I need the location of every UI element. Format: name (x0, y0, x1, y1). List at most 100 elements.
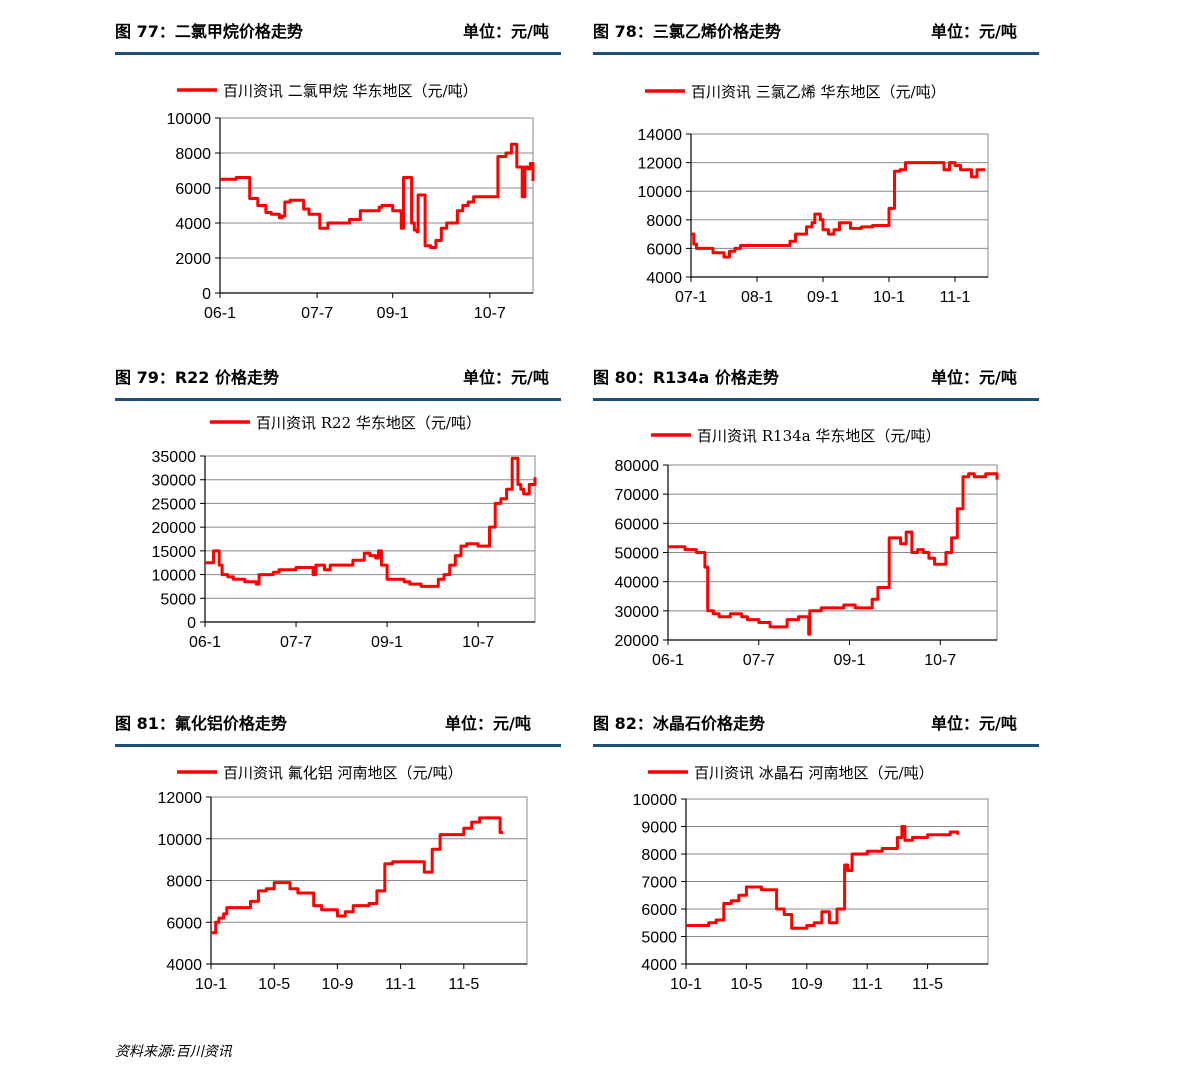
x-tick-label: 09-1 (377, 305, 409, 322)
header-rule (593, 398, 1039, 401)
y-tick-label: 10000 (633, 792, 678, 809)
y-tick-label: 35000 (152, 449, 197, 466)
x-tick-label: 07-7 (280, 634, 312, 651)
panel-title: 图 79：R22 价格走势 (115, 368, 279, 387)
y-tick-label: 6000 (175, 181, 211, 198)
panel-unit: 单位：元/吨 (463, 368, 549, 387)
y-tick-label: 0 (187, 615, 196, 632)
panel-unit: 单位：元/吨 (463, 22, 549, 41)
panel-header: 图 78：三氯乙烯价格走势 单位：元/吨 (593, 10, 1039, 41)
y-tick-label: 30000 (152, 473, 197, 490)
y-tick-label: 6000 (166, 915, 202, 932)
x-tick-label: 10-1 (873, 289, 905, 306)
legend-label: 百川资讯 R134a 华东地区（元/吨） (697, 427, 940, 445)
y-tick-label: 30000 (615, 604, 660, 621)
y-tick-label: 70000 (615, 487, 660, 504)
panel-title: 图 80：R134a 价格走势 (593, 368, 779, 387)
chart-fig79: 0 5000 10000 15000 20000 25000 30000 35000 06-1 0… (152, 414, 537, 651)
y-tick-label: 10000 (158, 832, 203, 849)
y-tick-label: 0 (202, 286, 211, 303)
panel-fig81: 图 81：氟化铝价格走势 单位：元/吨 4000 6000 8000 10000 120… (115, 702, 561, 1022)
panel-fig77: 图 77：二氯甲烷价格走势 单位：元/吨 0 2000 4000 6000 8000 10… (115, 10, 561, 340)
price-series-line (691, 161, 986, 259)
y-tick-label: 6000 (646, 241, 682, 258)
y-tick-label: 4000 (646, 270, 682, 287)
panel-unit: 单位：元/吨 (931, 714, 1017, 733)
panel-fig82: 图 82：冰晶石价格走势 单位：元/吨 4000 5000 6000 7000 8000… (593, 702, 1039, 1022)
x-tick-label: 10-7 (474, 305, 506, 322)
header-rule (593, 744, 1039, 747)
price-series-line (668, 472, 999, 636)
plot-frame (204, 455, 536, 623)
y-tick-label: 8000 (175, 146, 211, 163)
y-tick-label: 8000 (646, 213, 682, 230)
x-tick-label: 11-1 (852, 976, 883, 993)
panel-header: 图 80：R134a 价格走势 单位：元/吨 (593, 356, 1039, 387)
y-tick-label: 40000 (615, 575, 660, 592)
legend-label: 百川资讯 R22 华东地区（元/吨） (256, 414, 481, 432)
y-tick-label: 6000 (641, 902, 677, 919)
chart-fig78: 4000 6000 8000 10000 12000 14000 07-1 08-1 09-1 1… (638, 83, 989, 306)
panel-title: 图 77：二氯甲烷价格走势 (115, 22, 303, 41)
y-tick-label: 10000 (638, 184, 683, 201)
chart-fig81: 4000 6000 8000 10000 12000 10-1 10-5 10-9 11-1 11… (158, 764, 528, 993)
header-rule (115, 398, 561, 401)
x-tick-label: 09-1 (807, 289, 839, 306)
y-tick-label: 10000 (152, 568, 197, 585)
x-tick-label: 10-1 (195, 976, 227, 993)
price-series-line (205, 456, 537, 588)
y-tick-label: 50000 (615, 546, 660, 563)
x-tick-label: 10-7 (924, 652, 956, 669)
source-footnote: 资料来源:百川资讯 (115, 1044, 232, 1060)
y-tick-label: 8000 (166, 874, 202, 891)
y-tick-label: 10000 (167, 111, 212, 128)
x-tick-label: 09-1 (834, 652, 866, 669)
x-tick-label: 07-1 (675, 289, 707, 306)
x-tick-label: 06-1 (204, 305, 236, 322)
panel-fig79: 图 79：R22 价格走势 单位：元/吨 0 5000 10000 15000 2000… (115, 356, 561, 686)
y-tick-label: 15000 (152, 544, 197, 561)
panel-title: 图 81：氟化铝价格走势 (115, 714, 287, 733)
chart-fig77: 0 2000 4000 6000 8000 10000 06-1 07-7 09-1 10-7 百川… (167, 82, 535, 322)
y-tick-label: 14000 (638, 127, 683, 144)
panel-header: 图 77：二氯甲烷价格走势 单位：元/吨 (115, 10, 561, 41)
price-series-line (686, 825, 960, 930)
panel-title: 图 78：三氯乙烯价格走势 (593, 22, 781, 41)
y-tick-label: 60000 (615, 516, 660, 533)
x-tick-label: 07-7 (743, 652, 775, 669)
y-tick-label: 20000 (152, 520, 197, 537)
y-tick-label: 4000 (175, 216, 211, 233)
x-tick-label: 11-1 (940, 289, 971, 306)
panel-unit: 单位：元/吨 (445, 714, 531, 733)
header-rule (115, 52, 561, 55)
x-tick-label: 09-1 (371, 634, 403, 651)
y-tick-label: 7000 (641, 875, 677, 892)
y-tick-label: 4000 (166, 957, 202, 974)
y-tick-label: 80000 (615, 458, 660, 475)
y-tick-label: 5000 (160, 591, 196, 608)
header-rule (593, 52, 1039, 55)
panel-header: 图 81：氟化铝价格走势 单位：元/吨 (115, 702, 561, 733)
x-tick-label: 10-5 (258, 976, 290, 993)
x-tick-label: 08-1 (741, 289, 773, 306)
chart-fig82: 4000 5000 6000 7000 8000 9000 10000 10-1 10-5 10-… (633, 764, 989, 993)
panel-title: 图 82：冰晶石价格走势 (593, 714, 765, 733)
x-tick-label: 11-1 (385, 976, 416, 993)
x-tick-label: 11-5 (448, 976, 479, 993)
legend-label: 百川资讯 二氯甲烷 华东地区（元/吨） (223, 82, 478, 100)
panel-header: 图 82：冰晶石价格走势 单位：元/吨 (593, 702, 1039, 733)
x-tick-label: 10-7 (462, 634, 494, 651)
legend-label: 百川资讯 冰晶石 河南地区（元/吨） (694, 764, 934, 782)
chart-fig80: 20000 30000 40000 50000 60000 70000 80000 06-1 0… (615, 427, 999, 669)
price-series-line (220, 142, 535, 249)
x-tick-label: 10-9 (321, 976, 353, 993)
y-tick-label: 2000 (175, 251, 211, 268)
y-tick-label: 20000 (615, 633, 660, 650)
x-tick-label: 06-1 (189, 634, 221, 651)
y-tick-label: 8000 (641, 847, 677, 864)
y-tick-label: 5000 (641, 930, 677, 947)
panel-unit: 单位：元/吨 (931, 368, 1017, 387)
y-tick-label: 25000 (152, 496, 197, 513)
panel-fig80: 图 80：R134a 价格走势 单位：元/吨 20000 30000 40000 50… (593, 356, 1039, 686)
x-tick-label: 10-1 (670, 976, 702, 993)
